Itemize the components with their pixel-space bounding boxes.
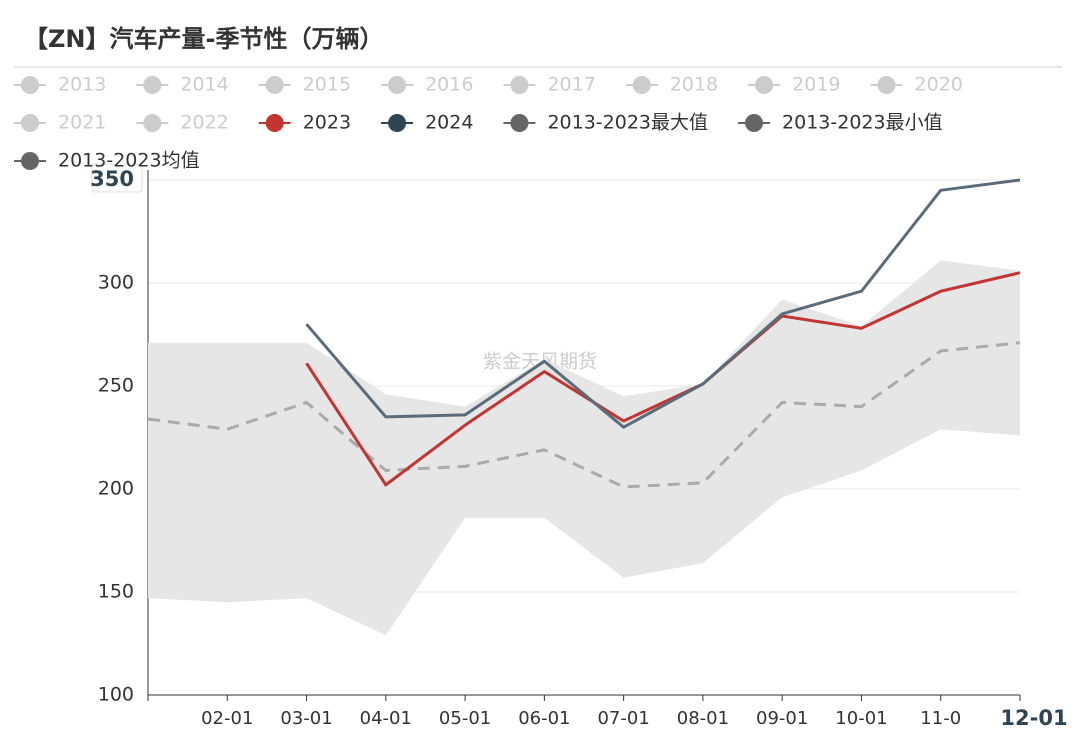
legend-item[interactable]: 2016 xyxy=(381,74,473,96)
legend-label: 2015 xyxy=(303,74,351,96)
legend-icon-dot xyxy=(388,76,407,94)
x-tick-label: 03-01 xyxy=(280,708,332,729)
legend-label: 2013-2023均值 xyxy=(58,150,200,172)
legend-icon-dot xyxy=(632,76,651,94)
y-tick-label: 350 xyxy=(90,167,134,191)
x-tick-label: 09-01 xyxy=(756,708,808,729)
legend-item[interactable]: 2013-2023最小值 xyxy=(738,112,943,134)
legend-label: 2017 xyxy=(547,74,595,96)
legend-item[interactable]: 2019 xyxy=(748,74,841,96)
x-tick-label: 11-0 xyxy=(920,708,961,729)
legend-label: 2022 xyxy=(180,112,228,134)
legend-item[interactable]: 2014 xyxy=(136,74,229,96)
legend-icon-dot xyxy=(877,76,896,94)
legend-label: 2020 xyxy=(915,74,963,96)
legend-icon-dot xyxy=(510,76,529,94)
x-tick-label: 04-01 xyxy=(360,708,412,729)
legend-icon-dot xyxy=(21,114,39,132)
x-tick-label: 08-01 xyxy=(677,708,729,729)
legend-item[interactable]: 2015 xyxy=(258,74,351,96)
legend-icon-dot xyxy=(265,114,284,132)
legend-label: 2013-2023最小值 xyxy=(782,112,943,134)
legend-label: 2021 xyxy=(58,112,106,134)
x-tick-label: 07-01 xyxy=(597,708,649,729)
legend-item[interactable]: 2018 xyxy=(625,74,718,96)
legend-icon-dot xyxy=(21,76,39,94)
y-tick-label: 100 xyxy=(98,684,134,706)
legend-item[interactable]: 2023 xyxy=(258,112,351,134)
watermark: 紫金天风期货 xyxy=(483,351,597,373)
legend-item[interactable]: 2013-2023最大值 xyxy=(503,112,708,134)
y-pointer-label-box xyxy=(91,163,143,193)
legend-item[interactable]: 2013 xyxy=(14,74,106,96)
series-line xyxy=(305,271,1021,487)
x-tick-label: 06-01 xyxy=(518,708,570,729)
legend-icon-dot xyxy=(745,114,764,132)
chart-title: 【ZN】汽车产量-季节性（万辆） xyxy=(24,25,383,53)
legend-item[interactable]: 2013-2023均值 xyxy=(14,150,200,172)
legend-label: 2016 xyxy=(425,74,473,96)
legend-icon-dot xyxy=(143,114,162,132)
x-tick-label: 12-01 xyxy=(1000,706,1067,730)
legend-item[interactable]: 2022 xyxy=(136,112,229,134)
legend-icon-dot xyxy=(265,76,284,94)
y-tick-label: 150 xyxy=(98,581,134,603)
legend-icon-dot xyxy=(21,152,39,170)
y-tick-label: 250 xyxy=(98,375,134,397)
y-tick-label: 300 xyxy=(98,272,134,294)
legend-icon-dot xyxy=(510,114,529,132)
x-tick-label: 05-01 xyxy=(439,708,491,729)
legend-item[interactable]: 2021 xyxy=(14,112,106,134)
legend-label: 2019 xyxy=(792,74,840,96)
series-line xyxy=(147,341,1021,489)
legend-label: 2018 xyxy=(670,74,718,96)
legend-item[interactable]: 2020 xyxy=(870,74,963,96)
legend-item[interactable]: 2017 xyxy=(503,74,596,96)
legend-icon-dot xyxy=(755,76,774,94)
legend-label: 2013-2023最大值 xyxy=(547,112,708,134)
legend-label: 2023 xyxy=(303,112,351,134)
legend-icon-dot xyxy=(143,76,162,94)
x-tick-label: 10-01 xyxy=(835,708,887,729)
legend-label: 2014 xyxy=(180,74,228,96)
legend-item[interactable]: 2024 xyxy=(381,112,473,134)
series-line xyxy=(305,178,1021,429)
x-tick-label: 02-01 xyxy=(201,708,253,729)
min-max-band xyxy=(148,260,1020,636)
legend-icon-dot xyxy=(388,114,407,132)
legend-label: 2024 xyxy=(425,112,473,134)
legend-label: 2013 xyxy=(58,74,106,96)
y-tick-label: 200 xyxy=(98,478,134,500)
